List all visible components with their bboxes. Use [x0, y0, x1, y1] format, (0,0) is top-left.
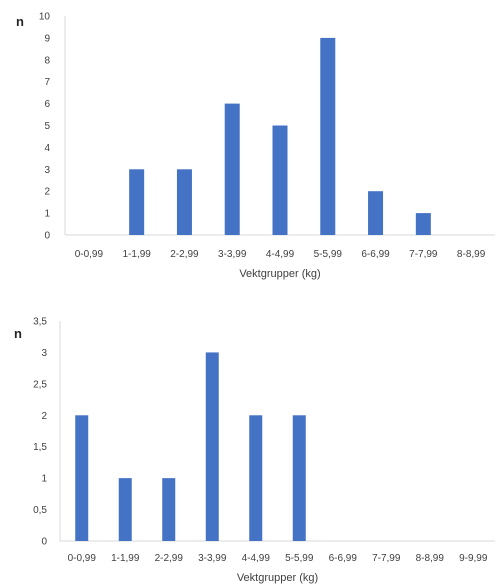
x-tick-label: 1-1,99 [111, 553, 140, 564]
y-tick-label: 1,5 [33, 442, 47, 453]
y-tick-label: 2,5 [33, 379, 47, 390]
y-tick-label: 4 [44, 143, 50, 154]
x-tick-label: 3-3,99 [198, 553, 227, 564]
y-tick-label: 8 [44, 55, 50, 66]
y-axis-title: n [14, 326, 22, 341]
x-tick-label: 7-7,99 [409, 249, 438, 260]
x-tick-label: 2-2,99 [170, 249, 199, 260]
y-tick-label: 0 [44, 231, 50, 242]
x-tick-label: 7-7,99 [372, 553, 401, 564]
x-tick-label: 4-4,99 [242, 553, 271, 564]
x-tick-label: 5-5,99 [314, 249, 343, 260]
bar [129, 169, 145, 235]
y-tick-label: 3,5 [33, 317, 47, 328]
y-tick-label: 9 [44, 33, 50, 44]
y-tick-label: 3 [44, 165, 50, 176]
bar [176, 169, 192, 235]
bar [320, 37, 336, 236]
x-tick-label: 9-9,99 [459, 553, 488, 564]
weight-group-chart-1: 0 1 2 3 4 5 6 7 8 9 10 0-0,99 1-1,99 2-2,99 3-3,99 4-4,… [16, 12, 495, 280]
y-tick-label: 10 [39, 12, 51, 23]
x-tick-label: 5-5,99 [285, 553, 314, 564]
bar [249, 415, 263, 541]
y-tick-label: 2 [44, 187, 50, 198]
y-tick-label: 3 [41, 348, 47, 359]
y-tick-label: 6 [44, 99, 50, 110]
x-tick-label: 1-1,99 [122, 249, 151, 260]
y-tick-label: 5 [44, 121, 50, 132]
y-tick-label: 1 [44, 209, 50, 220]
x-tick-label: 3-3,99 [218, 249, 247, 260]
x-tick-label: 8-8,99 [457, 249, 486, 260]
bar [415, 213, 431, 235]
x-tick-label: 0-0,99 [68, 553, 97, 564]
bar [368, 191, 384, 235]
x-tick-label: 0-0,99 [75, 249, 104, 260]
x-axis-title: Vektgrupper (kg) [239, 268, 320, 280]
bar [224, 103, 240, 235]
y-tick-label: 0 [41, 537, 47, 548]
bar [272, 125, 288, 235]
x-axis-title: Vektgrupper (kg) [237, 572, 318, 584]
y-axis-title: n [16, 14, 24, 29]
bar [205, 352, 219, 541]
y-tick-label: 7 [44, 77, 50, 88]
x-tick-label: 6-6,99 [329, 553, 358, 564]
x-tick-label: 6-6,99 [361, 249, 390, 260]
x-tick-label: 8-8,99 [416, 553, 445, 564]
y-tick-label: 2 [41, 411, 47, 422]
y-tick-label: 0,5 [33, 505, 47, 516]
weight-group-chart-2: 0 0,5 1 1,5 2 2,5 3 3,5 0-0,99 1-1,99 2-2,99 3-3,99… [14, 317, 495, 584]
x-tick-label: 4-4,99 [266, 249, 295, 260]
bar [75, 415, 89, 541]
bar [162, 478, 176, 541]
y-tick-label: 1 [41, 474, 47, 485]
x-tick-label: 2-2,99 [155, 553, 184, 564]
bar [292, 415, 306, 541]
bar [118, 478, 132, 541]
